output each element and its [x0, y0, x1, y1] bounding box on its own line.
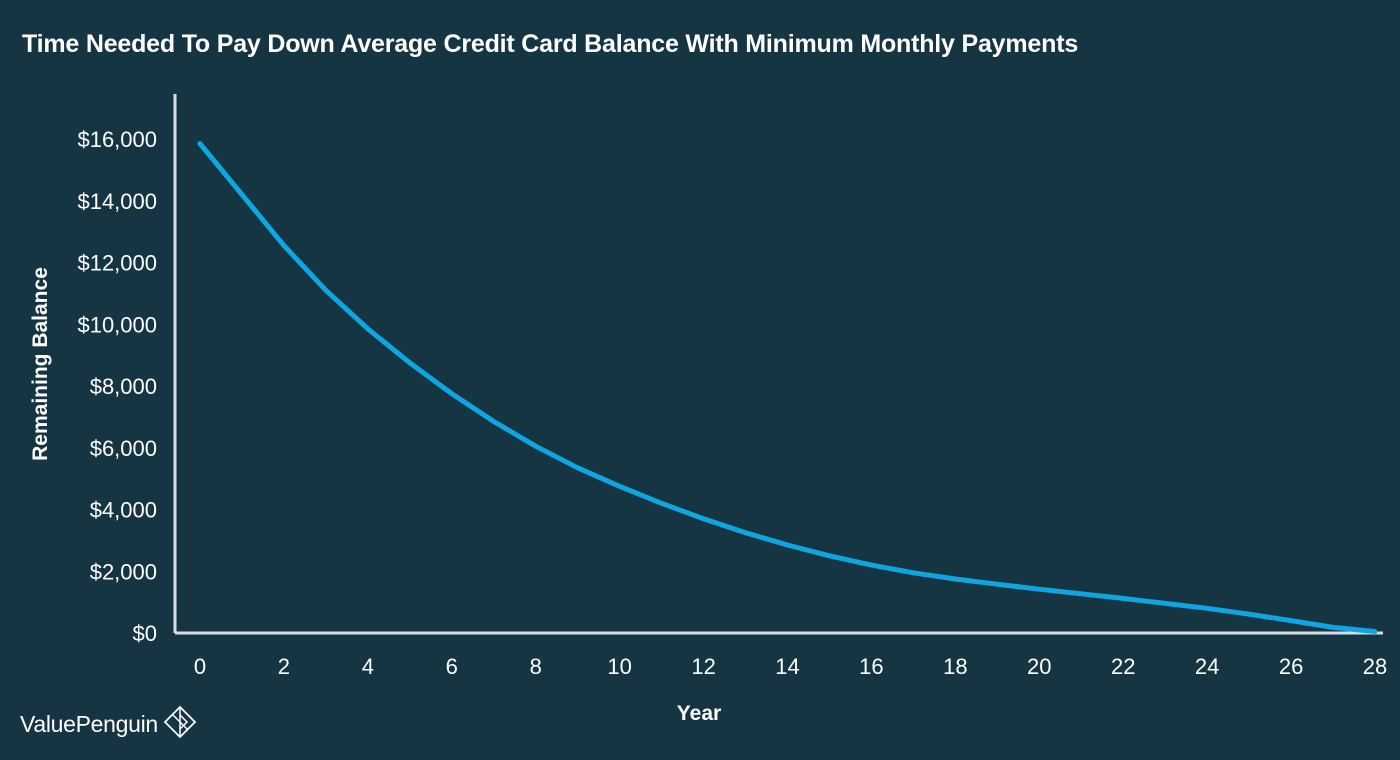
x-tick-label: 28 — [1363, 654, 1387, 679]
y-tick-label: $4,000 — [90, 498, 157, 523]
x-axis-label: Year — [677, 702, 721, 725]
axes — [173, 94, 1383, 635]
x-tick-label: 24 — [1195, 654, 1219, 679]
y-tick-label: $2,000 — [90, 559, 157, 584]
series-line — [197, 141, 1378, 634]
penguin-diamond-icon — [163, 705, 197, 739]
x-tick-label: 22 — [1111, 654, 1135, 679]
x-tick-labels: 0 2 4 6 8 10 12 14 16 18 20 22 24 26 28 — [194, 654, 1387, 679]
x-tick-label: 4 — [362, 654, 374, 679]
x-tick-label: 18 — [943, 654, 967, 679]
x-tick-label: 6 — [446, 654, 458, 679]
x-tick-label: 16 — [859, 654, 883, 679]
y-axis-label: Remaining Balance — [29, 267, 52, 461]
x-tick-label: 0 — [194, 654, 206, 679]
x-tick-label: 12 — [691, 654, 715, 679]
x-tick-label: 20 — [1027, 654, 1051, 679]
brand-logo: ValuePenguin — [20, 705, 197, 739]
x-tick-label: 26 — [1279, 654, 1303, 679]
y-tick-label: $14,000 — [77, 189, 157, 214]
y-tick-label: $10,000 — [77, 312, 157, 337]
series-layer — [197, 141, 1378, 634]
y-tick-label: $8,000 — [90, 374, 157, 399]
x-tick-label: 10 — [607, 654, 631, 679]
y-tick-label: $0 — [133, 621, 157, 646]
x-tick-label: 8 — [530, 654, 542, 679]
y-tick-label: $6,000 — [90, 436, 157, 461]
y-tick-label: $12,000 — [77, 251, 157, 276]
x-tick-label: 2 — [278, 654, 290, 679]
y-tick-label: $16,000 — [77, 127, 157, 152]
y-tick-labels: $0 $2,000 $4,000 $6,000 $8,000 $10,000 $12,000… — [77, 127, 157, 646]
chart-title: Time Needed To Pay Down Average Credit C… — [22, 30, 1079, 58]
brand-name: ValuePenguin — [20, 710, 158, 737]
x-tick-label: 14 — [775, 654, 799, 679]
